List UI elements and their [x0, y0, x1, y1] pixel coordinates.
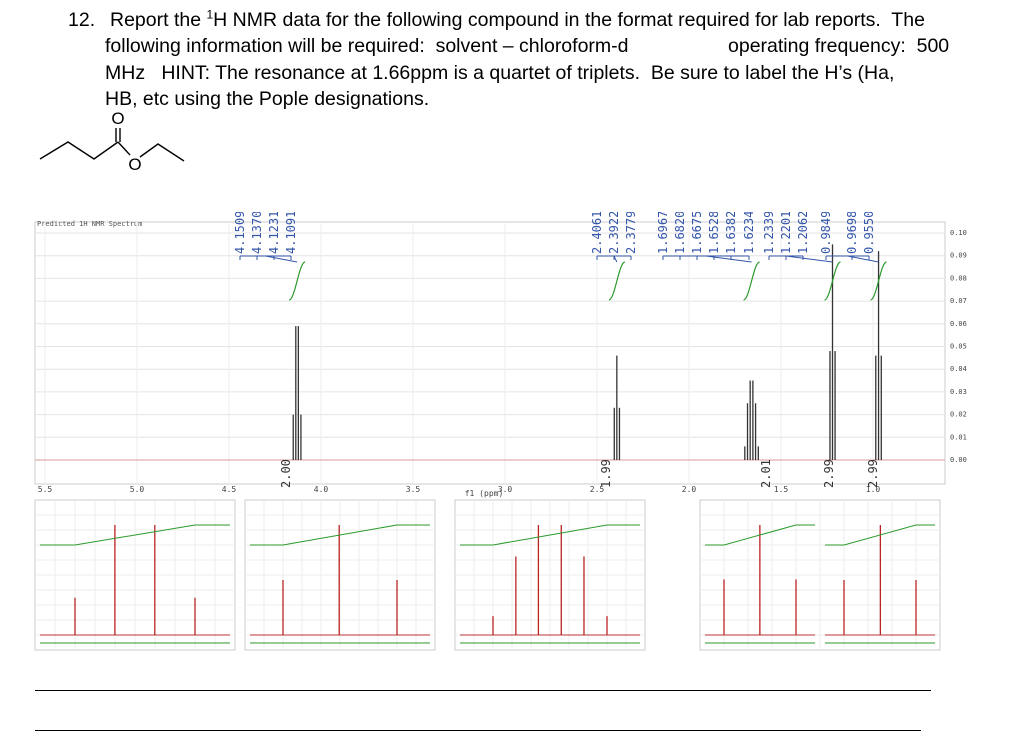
- peak-label: 0.9698: [845, 212, 859, 254]
- bond: [139, 143, 185, 162]
- atom: O: [128, 155, 141, 174]
- integration-label: 2.00: [279, 459, 293, 488]
- peak-label: 4.1091: [284, 212, 298, 254]
- y-tick-label: 0.10: [950, 229, 967, 237]
- peak-label: 1.6675: [690, 212, 704, 254]
- peak-label: 4.1509: [233, 212, 247, 254]
- inset-integral: [40, 524, 230, 546]
- y-tick-label: 0.07: [950, 297, 967, 305]
- label-connector: [705, 255, 752, 263]
- peak-label: 0.9550: [862, 212, 876, 254]
- label-connector: [785, 255, 833, 263]
- x-tick-label: 3.5: [406, 485, 421, 494]
- x-tick-label: 1.5: [774, 485, 789, 494]
- peak-label: 1.6382: [724, 212, 738, 254]
- inset-integral: [460, 524, 640, 546]
- superscript: 1: [206, 7, 214, 22]
- inset-integral: [825, 524, 935, 546]
- question-text: Report the: [110, 9, 207, 31]
- integral-curve: [742, 261, 761, 301]
- integration-label: 2.01: [759, 459, 773, 488]
- x-tick-label: 3.0: [498, 485, 513, 494]
- spectrum-title: Predicted 1H NMR Spectrum: [37, 220, 142, 228]
- x-tick-label: 5.0: [130, 485, 145, 494]
- integral-curve: [608, 261, 626, 301]
- question-text: H NMR data for the following compound in…: [213, 9, 925, 31]
- molecule: O O: [39, 112, 185, 174]
- answer-line: [35, 730, 921, 731]
- inset-integral: [705, 524, 815, 546]
- peak-label: 1.6967: [656, 212, 670, 254]
- peak-label: 1.6528: [707, 212, 721, 254]
- integration-label: 1.99: [599, 459, 613, 488]
- question-line: MHz HINT: The resonance at 1.66ppm is a …: [105, 62, 895, 84]
- y-tick-label: 0.06: [950, 320, 967, 328]
- bond: [39, 141, 119, 160]
- peak-label: 1.2201: [779, 212, 793, 254]
- x-tick-label: 1.0: [866, 485, 881, 494]
- peak-label: 0.9849: [819, 212, 833, 254]
- integration-label: 2.99: [822, 459, 836, 488]
- integral-curve: [823, 261, 842, 301]
- y-tick-label: 0.05: [950, 343, 967, 351]
- integral-curve: [288, 261, 306, 301]
- peak-label: 4.1370: [250, 212, 264, 254]
- y-tick-label: 0.02: [950, 411, 967, 419]
- inset-integral: [250, 524, 430, 546]
- peak-label: 1.6820: [673, 212, 687, 254]
- atom: O: [111, 112, 124, 128]
- y-tick-label: 0.04: [950, 365, 967, 373]
- x-tick-label: 5.5: [38, 485, 53, 494]
- question-line: operating frequency: 500: [728, 35, 950, 57]
- question-number: 12.: [68, 9, 96, 31]
- peak-label: 1.2062: [796, 212, 810, 254]
- integral-curve: [869, 261, 888, 301]
- question-line: following information will be required: …: [105, 35, 629, 57]
- label-connector: [847, 255, 879, 263]
- peak-label: 4.1231: [267, 212, 281, 254]
- spectrum: Predicted 1H NMR Spectrum 0.10 0.09 0.08 0.0…: [34, 212, 967, 651]
- y-tick-label: 0.00: [950, 456, 967, 464]
- question-line: HB, etc using the Pople designations.: [105, 88, 430, 110]
- bonds: [39, 128, 185, 162]
- x-tick-label: 2.0: [682, 485, 697, 494]
- answer-line: [35, 690, 931, 691]
- plot-frame: [34, 221, 946, 485]
- x-axis-label: f1 (ppm): [465, 489, 504, 498]
- y-tick-label: 0.09: [950, 252, 967, 260]
- y-tick-label: 0.08: [950, 274, 967, 282]
- question-line: Report the 1H NMR data for the following…: [110, 8, 925, 32]
- peak-label: 2.3922: [607, 212, 621, 254]
- peak-label: 2.4061: [590, 212, 604, 254]
- peak-label: 2.3779: [624, 212, 638, 254]
- bond: [117, 141, 131, 156]
- label-connector: [613, 255, 618, 263]
- y-tick-label: 0.03: [950, 388, 967, 396]
- y-tick-label: 0.01: [950, 433, 967, 441]
- integration-label: 2.99: [866, 459, 880, 488]
- x-tick-label: 4.5: [222, 485, 237, 494]
- peak-label: 1.2339: [762, 212, 776, 254]
- x-tick-label: 2.5: [590, 485, 605, 494]
- x-tick-label: 4.0: [314, 485, 329, 494]
- peak-label: 1.6234: [742, 212, 756, 254]
- label-connector: [265, 255, 298, 263]
